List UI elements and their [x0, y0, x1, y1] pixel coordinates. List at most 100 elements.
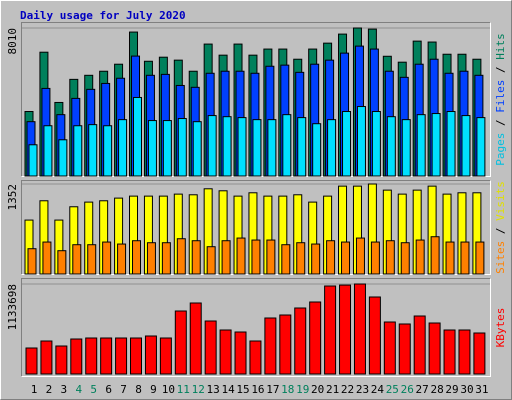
bar	[189, 302, 202, 375]
bar	[431, 113, 441, 177]
bar	[371, 111, 381, 177]
bar	[311, 243, 321, 275]
x-tick-label: 21	[326, 383, 339, 396]
legend-entry: Sites	[494, 241, 507, 274]
bar	[281, 244, 291, 275]
bar	[85, 337, 98, 375]
x-tick-label: 15	[236, 383, 249, 396]
bar	[102, 241, 112, 275]
x-tick-label: 1	[31, 383, 38, 396]
x-tick-label: 14	[221, 383, 235, 396]
bar	[267, 119, 277, 177]
x-tick-label: 30	[460, 383, 473, 396]
x-tick-label: 20	[311, 383, 324, 396]
bar	[174, 310, 187, 375]
x-tick-label: 4	[75, 383, 82, 396]
bar	[460, 241, 470, 275]
bevel	[21, 278, 491, 377]
bar	[40, 340, 53, 375]
bar	[266, 239, 276, 275]
bar	[87, 244, 97, 275]
bar	[161, 242, 171, 275]
bar	[327, 119, 337, 177]
bar	[251, 239, 261, 275]
bar	[144, 335, 157, 375]
x-tick-label: 10	[162, 383, 175, 396]
legend: Sites / Visits	[494, 181, 507, 274]
bar	[398, 323, 411, 375]
bar	[176, 238, 186, 275]
bar	[118, 119, 128, 177]
bar	[249, 340, 262, 375]
bar	[117, 243, 127, 275]
x-tick-label: 31	[475, 383, 488, 396]
legend: Pages / Files / Hits	[494, 33, 507, 166]
bar	[132, 240, 142, 275]
bar	[100, 337, 113, 375]
bar	[27, 248, 37, 275]
bar	[57, 250, 67, 275]
bar	[88, 124, 98, 177]
x-tick-label: 23	[356, 383, 369, 396]
bar	[207, 115, 217, 177]
bar	[133, 96, 143, 177]
bar	[312, 123, 322, 177]
x-tick-label: 28	[430, 383, 443, 396]
x-tick-label: 2	[46, 383, 53, 396]
bar	[430, 236, 440, 275]
bar	[28, 144, 38, 177]
bar	[219, 329, 232, 375]
bar	[162, 120, 172, 177]
bar	[475, 241, 485, 275]
bar	[191, 240, 201, 275]
bar	[236, 237, 246, 275]
legend-entry: KBytes	[494, 308, 507, 348]
bar	[339, 284, 352, 375]
x-tick-label: 18	[281, 383, 294, 396]
bar	[446, 111, 456, 177]
legend-separator: /	[494, 221, 507, 241]
bar	[401, 119, 411, 177]
x-tick-label: 27	[416, 383, 429, 396]
bar	[177, 118, 187, 177]
x-tick-label: 3	[61, 383, 68, 396]
bevel	[21, 180, 491, 275]
bevel	[21, 278, 491, 377]
bar	[461, 115, 471, 177]
legend-separator: /	[494, 113, 507, 133]
bar	[326, 240, 336, 275]
bar	[147, 120, 157, 177]
legend-entry: Hits	[494, 33, 507, 60]
bar	[309, 301, 322, 375]
bar	[115, 337, 128, 375]
bar	[42, 241, 52, 275]
x-tick-label: 24	[371, 383, 385, 396]
legend: KBytes	[494, 308, 507, 348]
bar	[264, 317, 277, 375]
bar	[204, 320, 217, 375]
bar	[58, 139, 68, 177]
bar	[282, 114, 292, 177]
bar	[368, 296, 381, 375]
x-tick-label: 17	[266, 383, 279, 396]
x-tick-label: 7	[120, 383, 127, 396]
bar	[400, 242, 410, 275]
bar	[279, 314, 292, 375]
bar	[206, 246, 216, 275]
y-tick-label: 1352	[6, 184, 19, 211]
bar	[355, 237, 365, 275]
bar	[341, 241, 351, 275]
x-tick-label: 29	[445, 383, 458, 396]
bar	[55, 345, 68, 375]
bar	[103, 125, 113, 177]
y-tick-label: 8010	[6, 28, 19, 55]
x-tick-label: 5	[90, 383, 97, 396]
legend-separator: /	[494, 60, 507, 80]
bar	[473, 332, 486, 375]
bar	[221, 240, 231, 275]
bar	[324, 285, 337, 375]
bar	[445, 241, 455, 275]
bar	[73, 125, 83, 177]
x-tick-label: 19	[296, 383, 309, 396]
